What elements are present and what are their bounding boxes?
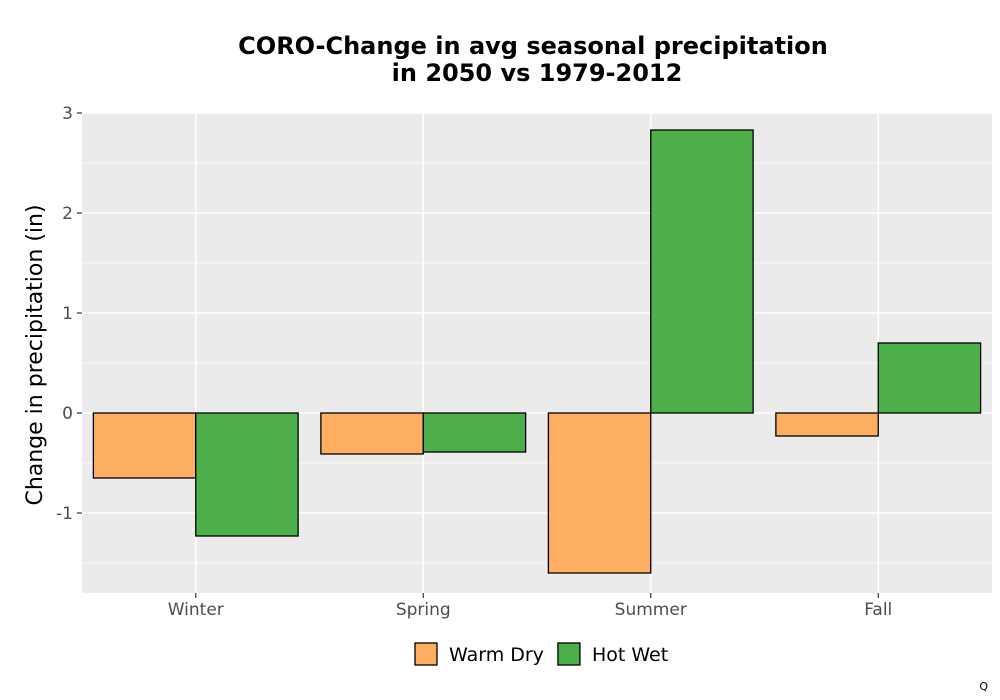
y-tick-label: -1 xyxy=(56,504,73,524)
y-axis: -1 0 1 2 3 xyxy=(56,104,82,524)
x-tick-label: Summer xyxy=(615,600,687,620)
x-tick-label: Winter xyxy=(168,600,224,620)
bar-hot-wet-spring xyxy=(422,412,527,453)
bar-warm-dry-fall xyxy=(775,412,879,437)
bars xyxy=(92,129,982,574)
legend: Warm Dry Hot Wet xyxy=(414,642,668,666)
y-tick-label: 1 xyxy=(62,304,73,324)
legend-key-hot-wet xyxy=(557,642,581,666)
legend-key-warm-dry xyxy=(414,642,438,666)
chart-title-line-2: in 2050 vs 1979-2012 xyxy=(392,59,683,87)
bar-hot-wet-fall xyxy=(877,342,982,414)
corner-mark: Q xyxy=(979,680,988,693)
bar-hot-wet-winter xyxy=(195,412,299,537)
legend-label: Warm Dry xyxy=(449,644,544,666)
bar-warm-dry-spring xyxy=(320,412,424,455)
y-tick-label: 0 xyxy=(62,404,73,424)
y-tick-label: 3 xyxy=(62,104,73,124)
chart-title: CORO-Change in avg seasonal precipitatio… xyxy=(238,32,828,87)
bar-hot-wet-summer xyxy=(650,129,754,414)
bar-warm-dry-winter xyxy=(92,412,197,479)
x-tick-label: Fall xyxy=(864,600,892,620)
y-tick-label: 2 xyxy=(62,204,73,224)
legend-label: Hot Wet xyxy=(592,644,668,666)
y-axis-title: Change in precipitation (in) xyxy=(23,204,48,505)
x-tick-label: Spring xyxy=(396,600,451,620)
chart-title-line-1: CORO-Change in avg seasonal precipitatio… xyxy=(238,32,828,60)
x-axis: Winter Spring Summer Fall xyxy=(168,593,892,620)
bar-warm-dry-summer xyxy=(547,412,652,574)
